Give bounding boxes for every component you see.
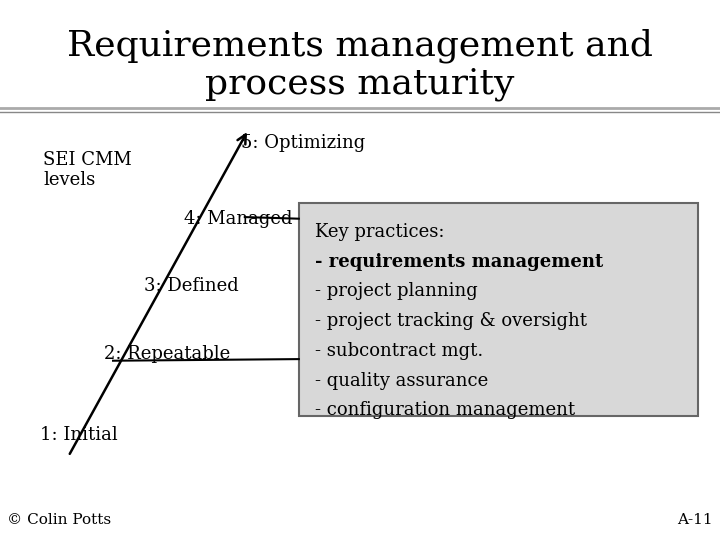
Text: - project planning: - project planning	[315, 282, 477, 300]
Text: - quality assurance: - quality assurance	[315, 372, 488, 389]
Text: Key practices:: Key practices:	[315, 223, 444, 241]
Bar	[299, 202, 698, 416]
Text: process maturity: process maturity	[205, 67, 515, 100]
Text: 5: Optimizing: 5: Optimizing	[241, 134, 366, 152]
Text: 3: Defined: 3: Defined	[144, 277, 239, 295]
Text: © Colin Potts: © Colin Potts	[7, 512, 112, 526]
Text: - configuration management: - configuration management	[315, 401, 575, 419]
Text: SEI CMM
levels: SEI CMM levels	[43, 151, 132, 190]
Text: 1: Initial: 1: Initial	[40, 426, 117, 444]
Text: - subcontract mgt.: - subcontract mgt.	[315, 342, 483, 360]
Text: Requirements management and: Requirements management and	[67, 29, 653, 63]
Text: - project tracking & oversight: - project tracking & oversight	[315, 312, 587, 330]
Text: - requirements management: - requirements management	[315, 253, 603, 271]
Text: A-11: A-11	[678, 512, 713, 526]
Text: 2: Repeatable: 2: Repeatable	[104, 345, 230, 363]
Text: 4: Managed: 4: Managed	[184, 210, 292, 228]
